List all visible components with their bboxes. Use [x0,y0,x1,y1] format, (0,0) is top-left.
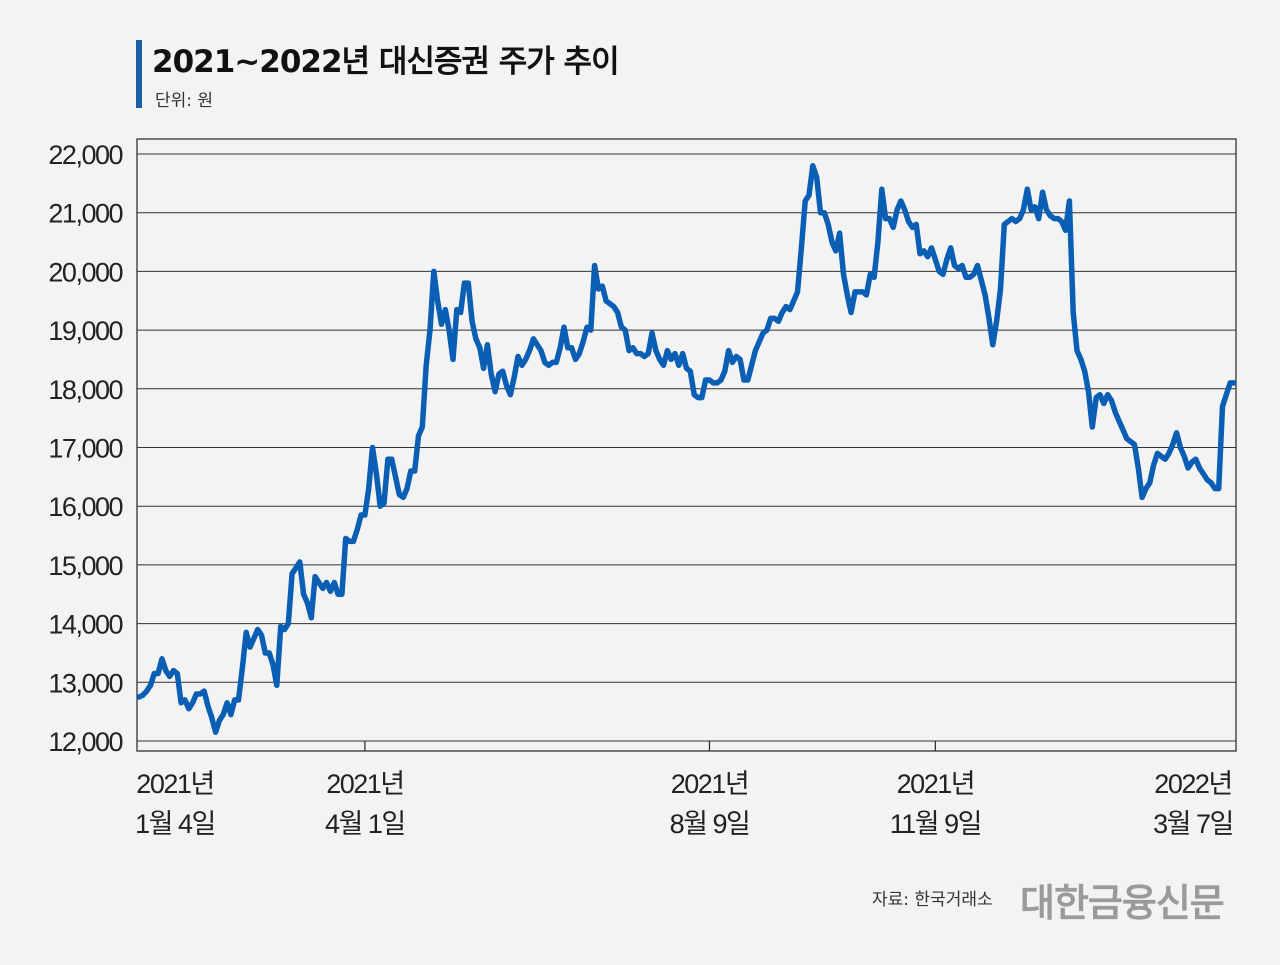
grid-lines [137,153,1236,742]
y-tick-label: 20,000 [48,257,122,287]
series-line [136,162,1237,735]
x-tick-label: 2021년 [136,769,213,799]
y-tick-label: 12,000 [48,727,122,757]
x-tick-label: 2021년 [671,769,748,799]
x-tick-label: 2021년 [326,769,403,799]
x-tick-label: 8월 9일 [670,809,750,839]
unit-label: 단위: 원 [155,91,214,111]
y-tick-label: 14,000 [48,610,122,640]
x-tick-label: 1월 4일 [135,809,215,839]
x-axis-ticks: 2021년 1월 4일 2021년 4월 1일 2021년 8월 9일 2021년 11월 9… [135,741,1234,839]
x-tick-label: 4월 1일 [325,809,405,839]
x-tick-label: 2022년 [1154,769,1231,799]
y-tick-label: 17,000 [48,434,122,464]
source-note: 자료: 한국거래소 [872,890,993,910]
y-tick-label: 13,000 [48,668,122,698]
y-tick-label: 18,000 [48,375,122,405]
x-tick-label: 11월 9일 [890,809,981,839]
y-axis-ticks: 12,000 13,000 14,000 15,000 16,000 17,000 18,0… [48,140,124,757]
y-tick-label: 16,000 [48,492,122,522]
y-tick-label: 15,000 [48,551,122,581]
y-tick-label: 21,000 [48,199,122,229]
y-tick-label: 19,000 [48,316,122,346]
x-tick-label: 2021년 [897,769,974,799]
plot-frame [136,138,1237,752]
x-tick-label: 3월 7일 [1153,809,1233,839]
title-accent-bar [136,40,142,108]
brand-logo: 대한금융신문 [1020,881,1225,925]
chart-title: 2021~2022년 대신증권 주가 추이 [152,44,620,80]
y-tick-label: 22,000 [48,140,122,170]
